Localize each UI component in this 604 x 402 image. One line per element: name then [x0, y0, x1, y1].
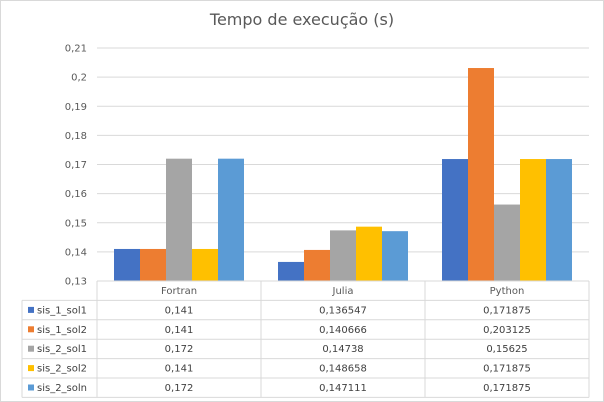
legend-label: sis_1_sol1 — [37, 305, 87, 316]
legend-key-sis_2_soln — [28, 384, 34, 391]
bar-sis_2_sol1-fortran — [166, 158, 192, 281]
bar-sis_1_sol1-python — [442, 159, 468, 281]
table-value: 0,171875 — [483, 305, 531, 316]
bar-sis_1_sol2-julia — [304, 249, 330, 281]
bar-sis_2_sol1-julia — [330, 230, 356, 281]
legend-label: sis_2_sol1 — [37, 344, 87, 355]
legend-key-sis_2_sol1 — [28, 345, 34, 352]
bar-sis_1_sol1-julia — [278, 261, 304, 281]
table-value: 0,15625 — [486, 344, 527, 355]
bar-sis_1_sol1-fortran — [114, 248, 140, 281]
y-tick-label: 0,15 — [65, 218, 87, 229]
table-value: 0,141 — [165, 305, 194, 316]
bar-sis_2_soln-julia — [382, 231, 408, 281]
legend-label: sis_2_soln — [37, 383, 87, 394]
bar-sis_2_sol2-python — [520, 159, 546, 281]
table-value: 0,172 — [165, 383, 194, 394]
table-value: 0,148658 — [319, 364, 367, 375]
legend-label: sis_2_sol2 — [37, 364, 87, 375]
table-value: 0,141 — [165, 325, 194, 336]
legend-key-sis_1_sol1 — [28, 306, 34, 313]
y-tick-label: 0,21 — [65, 44, 87, 55]
y-tick-label: 0,19 — [65, 102, 87, 113]
y-tick-label: 0,2 — [71, 73, 87, 84]
x-category-label: Python — [490, 286, 525, 297]
legend-key-sis_2_sol2 — [28, 365, 34, 372]
table-value: 0,171875 — [483, 383, 531, 394]
table-value: 0,14738 — [322, 344, 363, 355]
chart-title: Tempo de execução (s) — [209, 10, 395, 29]
bar-sis_2_soln-fortran — [218, 158, 244, 281]
bar-sis_2_sol2-fortran — [192, 248, 218, 281]
table-value: 0,172 — [165, 344, 194, 355]
table-value: 0,147111 — [319, 383, 367, 394]
x-category-label: Julia — [332, 286, 354, 297]
bar-sis_2_soln-python — [546, 159, 572, 281]
legend-label: sis_1_sol2 — [37, 325, 87, 336]
x-category-label: Fortran — [161, 286, 197, 297]
bar-sis_2_sol2-julia — [356, 226, 382, 281]
y-tick-label: 0,14 — [65, 247, 87, 258]
table-value: 0,136547 — [319, 305, 367, 316]
y-tick-label: 0,17 — [65, 160, 87, 171]
bar-sis_2_sol1-python — [494, 204, 520, 281]
table-value: 0,140666 — [319, 325, 367, 336]
y-tick-label: 0,18 — [65, 131, 87, 142]
table-value: 0,171875 — [483, 364, 531, 375]
table-value: 0,141 — [165, 364, 194, 375]
y-tick-label: 0,16 — [65, 189, 87, 200]
bar-sis_1_sol2-python — [468, 68, 494, 281]
bar-sis_1_sol2-fortran — [140, 248, 166, 281]
y-tick-label: 0,13 — [65, 277, 87, 288]
table-value: 0,203125 — [483, 325, 531, 336]
legend-key-sis_1_sol2 — [28, 326, 34, 333]
